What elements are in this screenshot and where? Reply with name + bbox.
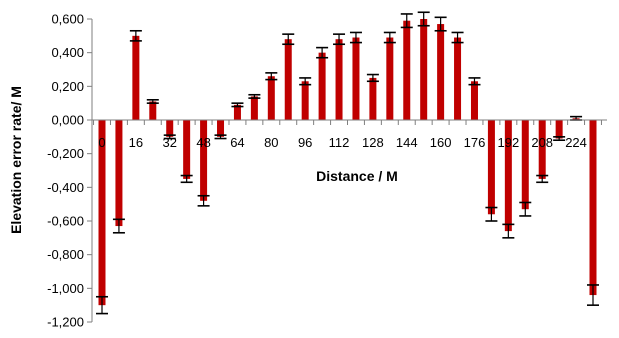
- bar: [369, 77, 377, 120]
- error-bar: [587, 284, 599, 306]
- error-bar: [417, 11, 430, 27]
- error-bar: [197, 194, 210, 207]
- y-tick-label: -0,400: [47, 180, 84, 195]
- bar: [487, 120, 495, 215]
- error-bar: [400, 13, 413, 29]
- bar: [538, 120, 546, 179]
- error-bar: [231, 102, 244, 108]
- bar: [166, 120, 174, 137]
- y-axis-title: Elevation error rate/ M: [8, 86, 24, 234]
- y-tick-label: -1,000: [47, 281, 84, 296]
- error-bar: [366, 73, 379, 83]
- bar: [352, 37, 360, 121]
- bar: [437, 24, 445, 120]
- bars: [98, 19, 597, 306]
- error-bar: [163, 134, 176, 140]
- x-tick-label: 96: [298, 135, 312, 150]
- bar: [267, 76, 275, 120]
- bar: [149, 101, 157, 120]
- bar: [233, 104, 241, 120]
- y-tick-label: -0,200: [47, 146, 84, 161]
- y-axis: 0,600 0,400 0,200 0,000 -0,200 -0,400 -0,600 -0…: [47, 12, 93, 330]
- error-bar: [180, 174, 193, 184]
- error-bar: [282, 33, 295, 46]
- bar: [284, 39, 292, 121]
- y-tick-label: -1,200: [47, 315, 84, 330]
- x-tick-label: 64: [230, 135, 244, 150]
- x-tick-label: 32: [162, 135, 176, 150]
- error-bars: [96, 11, 599, 315]
- bar: [454, 37, 462, 121]
- error-bar: [570, 115, 583, 121]
- bar: [115, 120, 123, 227]
- error-bar: [112, 218, 125, 234]
- x-tick-label: 208: [531, 135, 553, 150]
- y-tick-label: 0,400: [51, 45, 84, 60]
- error-bar: [519, 201, 532, 217]
- bar: [521, 120, 529, 210]
- error-bar: [383, 31, 396, 44]
- bar: [217, 120, 225, 137]
- y-tick-label: 0,000: [51, 113, 84, 128]
- y-tick-label: -0,800: [47, 247, 84, 262]
- bar: [555, 120, 563, 139]
- error-bar: [299, 77, 312, 86]
- bar: [335, 39, 343, 121]
- bar: [200, 120, 208, 201]
- bar: [403, 20, 411, 120]
- error-bar: [333, 33, 346, 46]
- error-bar: [434, 16, 447, 32]
- bar: [589, 120, 597, 296]
- error-bar: [451, 31, 464, 44]
- bar: [318, 52, 326, 120]
- x-tick-label: 192: [497, 135, 519, 150]
- error-bar: [349, 31, 362, 44]
- error-bar: [553, 136, 566, 141]
- bar: [301, 81, 309, 120]
- bar: [183, 120, 191, 179]
- error-bar: [96, 295, 108, 315]
- bar: [504, 120, 512, 232]
- x-tick-label: 112: [329, 135, 350, 150]
- error-bar: [316, 46, 329, 59]
- x-tick-label: 224: [565, 135, 587, 150]
- error-bar: [214, 134, 227, 140]
- error-bar: [536, 174, 549, 184]
- error-bar: [485, 206, 498, 222]
- y-tick-label: 0,600: [51, 12, 84, 27]
- y-tick-label: 0,200: [51, 79, 84, 94]
- x-tick-label: 16: [129, 135, 143, 150]
- error-bar: [468, 77, 481, 86]
- error-bar: [129, 29, 142, 42]
- bar: [98, 120, 106, 306]
- x-tick-label: 0: [98, 135, 105, 150]
- x-tick-label: 176: [464, 135, 486, 150]
- x-tick-label: 48: [196, 135, 210, 150]
- x-axis: 0 16 32 48 64 80 96 112 128 144 160 176 192 208 224: [92, 119, 607, 150]
- error-bar: [248, 93, 261, 99]
- x-tick-label: 144: [396, 135, 418, 150]
- error-bar: [265, 72, 278, 81]
- error-bar: [502, 223, 515, 239]
- y-tick-label: -0,600: [47, 214, 84, 229]
- x-tick-label: 160: [430, 135, 452, 150]
- bar: [386, 37, 394, 121]
- x-axis-title: Distance / M: [316, 168, 398, 184]
- x-tick-label: 128: [362, 135, 384, 150]
- bar: [132, 35, 140, 121]
- bar: [250, 96, 258, 120]
- error-bar: [146, 99, 159, 104]
- bar: [470, 81, 478, 120]
- bar: [420, 19, 428, 120]
- x-tick-label: 80: [264, 135, 278, 150]
